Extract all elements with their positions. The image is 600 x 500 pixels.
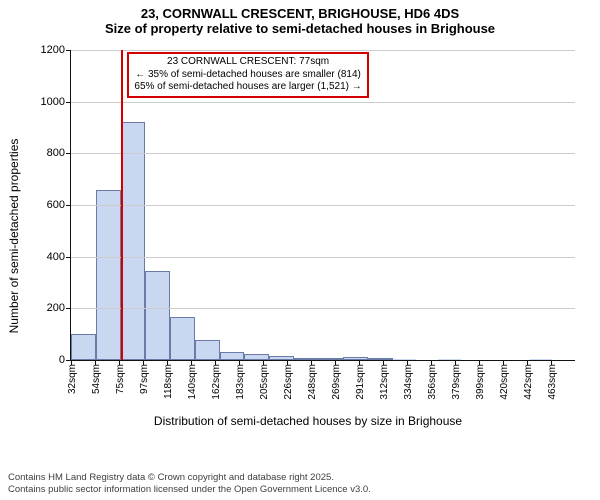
xtick-label: 312sqm [379, 360, 390, 400]
xtick-label: 248sqm [307, 360, 318, 400]
xtick-label: 399sqm [475, 360, 486, 400]
xtick-label: 140sqm [187, 360, 198, 400]
histogram-bar [220, 352, 245, 360]
gridline [71, 205, 575, 206]
y-axis-label: Number of semi-detached properties [7, 139, 21, 334]
histogram-bar [170, 317, 195, 360]
xtick-label: 97sqm [139, 360, 150, 394]
xtick-label: 32sqm [67, 360, 78, 394]
plot-area: 02004006008001000120032sqm54sqm75sqm97sq… [70, 50, 575, 361]
histogram-bar [71, 334, 96, 360]
x-axis-label: Distribution of semi-detached houses by … [154, 414, 462, 428]
chart-title-block: 23, CORNWALL CRESCENT, BRIGHOUSE, HD6 4D… [0, 0, 600, 36]
xtick-label: 269sqm [331, 360, 342, 400]
xtick-label: 118sqm [163, 360, 174, 399]
xtick-label: 442sqm [523, 360, 534, 400]
xtick-label: 356sqm [427, 360, 438, 400]
histogram-bar [96, 190, 121, 360]
chart-title-line2: Size of property relative to semi-detach… [0, 21, 600, 36]
xtick-label: 226sqm [283, 360, 294, 400]
chart-area: Number of semi-detached properties 02004… [28, 46, 588, 426]
xtick-label: 291sqm [355, 360, 366, 400]
gridline [71, 153, 575, 154]
callout-line1: 23 CORNWALL CRESCENT: 77sqm [134, 56, 361, 69]
gridline [71, 308, 575, 309]
footer-line2: Contains public sector information licen… [8, 484, 371, 496]
xtick-label: 54sqm [91, 360, 102, 394]
ytick-label: 200 [47, 302, 71, 314]
ytick-label: 400 [47, 251, 71, 263]
xtick-label: 379sqm [451, 360, 462, 400]
xtick-label: 205sqm [259, 360, 270, 400]
callout-line3: 65% of semi-detached houses are larger (… [134, 81, 361, 94]
callout-line2: ← 35% of semi-detached houses are smalle… [134, 69, 361, 82]
footer-line1: Contains HM Land Registry data © Crown c… [8, 472, 371, 484]
xtick-label: 420sqm [499, 360, 510, 400]
gridline [71, 257, 575, 258]
ytick-label: 1200 [41, 44, 71, 56]
gridline [71, 50, 575, 51]
xtick-label: 162sqm [211, 360, 222, 400]
chart-title-line1: 23, CORNWALL CRESCENT, BRIGHOUSE, HD6 4D… [0, 6, 600, 21]
xtick-label: 334sqm [403, 360, 414, 400]
xtick-label: 463sqm [547, 360, 558, 400]
histogram-bar [145, 271, 170, 360]
property-marker-line [121, 50, 123, 360]
ytick-label: 1000 [41, 96, 71, 108]
footer-attribution: Contains HM Land Registry data © Crown c… [8, 472, 371, 496]
histogram-bar [121, 122, 146, 360]
ytick-label: 600 [47, 199, 71, 211]
xtick-label: 183sqm [235, 360, 246, 400]
gridline [71, 102, 575, 103]
histogram-bar [195, 340, 220, 360]
ytick-label: 800 [47, 147, 71, 159]
property-callout: 23 CORNWALL CRESCENT: 77sqm← 35% of semi… [127, 52, 368, 98]
xtick-label: 75sqm [115, 360, 126, 394]
